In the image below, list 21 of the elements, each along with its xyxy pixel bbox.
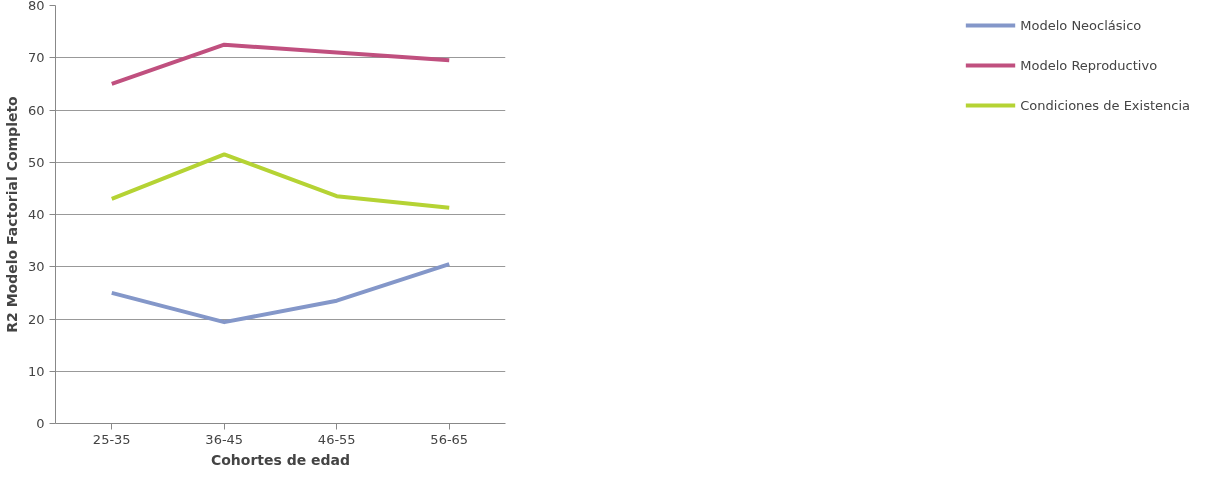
line-series [109,262,452,325]
y-tick-label: 70 [27,50,45,66]
x-tick-label: 56-65 [430,431,469,447]
legend-label: Condiciones de Existencia [1020,97,1190,113]
legend-label: Modelo Neoclásico [1020,17,1142,33]
x-tick-label: 46-55 [317,431,356,447]
line-series [109,42,452,86]
y-tick-label: 10 [27,363,45,379]
y-tick-label: 50 [27,154,45,170]
x-axis-title: Cohortes de edad [210,451,351,468]
y-tick-label: 0 [36,416,45,431]
y-tick-label: 40 [27,207,45,222]
y-tick-label: 20 [27,311,45,327]
y-axis-title: R2 Modelo Factorial Completo [3,95,20,333]
legend-label: Modelo Reproductivo [1020,57,1158,73]
y-tick-label: 60 [27,102,45,118]
line-series [109,152,452,210]
y-tick-label: 30 [27,259,45,275]
x-tick-label: 25-35 [92,431,131,447]
y-tick-label: 80 [27,0,45,13]
x-tick-label: 36-45 [205,431,244,447]
